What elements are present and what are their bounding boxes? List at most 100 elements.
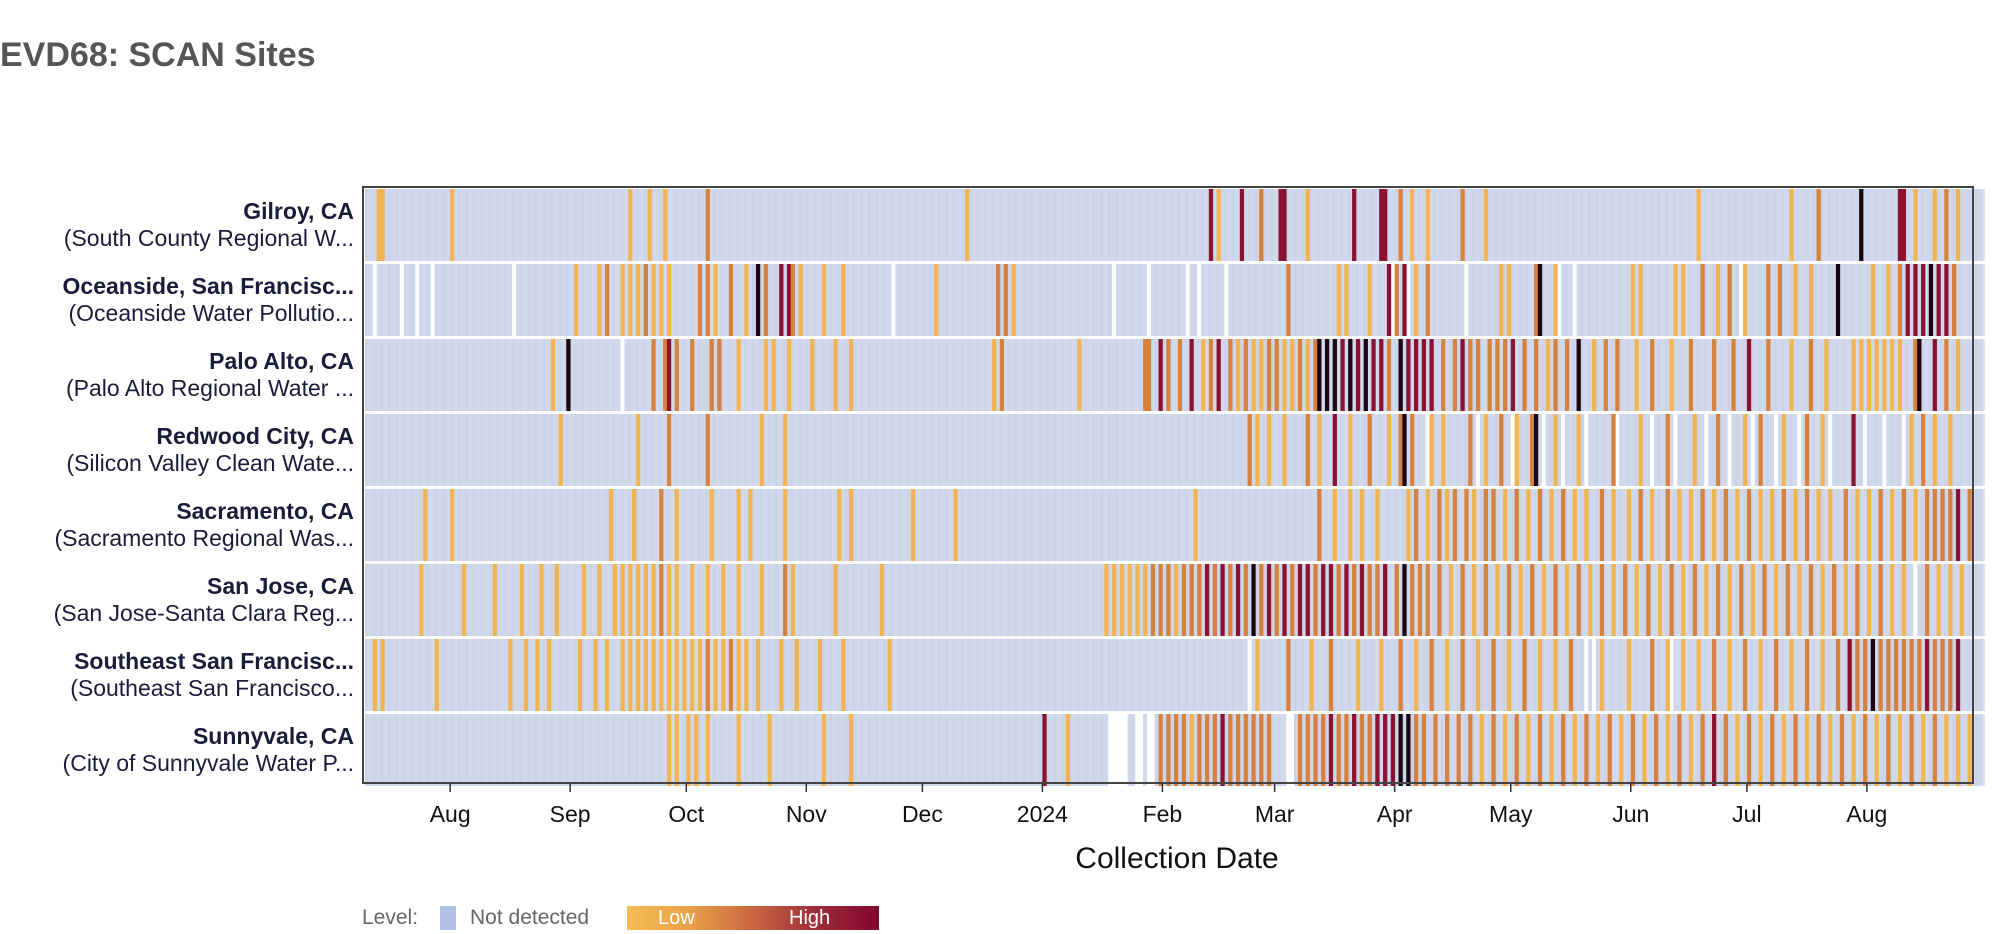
sample-stripe bbox=[1820, 714, 1823, 786]
detection-cell bbox=[1917, 339, 1922, 411]
sample-stripe bbox=[1139, 489, 1142, 561]
sample-stripe bbox=[798, 414, 801, 486]
sample-stripe bbox=[821, 639, 824, 711]
sample-stripe bbox=[612, 714, 615, 786]
sample-stripe bbox=[1177, 639, 1180, 711]
sample-stripe bbox=[1433, 489, 1436, 561]
detection-cell bbox=[1212, 564, 1217, 636]
sample-stripe bbox=[1379, 489, 1382, 561]
sample-stripe bbox=[550, 189, 553, 261]
detection-cell bbox=[1228, 714, 1233, 786]
sample-stripe bbox=[1526, 414, 1529, 486]
sample-stripe bbox=[1139, 564, 1142, 636]
sample-stripe bbox=[682, 564, 685, 636]
detection-cell bbox=[1808, 339, 1814, 411]
sample-stripe bbox=[512, 414, 515, 486]
sample-stripe bbox=[543, 189, 546, 261]
sample-stripe bbox=[837, 714, 840, 786]
sample-stripe bbox=[1688, 414, 1691, 486]
detection-cell bbox=[1793, 714, 1798, 786]
sample-stripe bbox=[1719, 564, 1722, 636]
detection-cell bbox=[1429, 414, 1434, 486]
sample-stripe bbox=[566, 639, 569, 711]
sample-stripe bbox=[1433, 264, 1436, 336]
sample-stripe bbox=[984, 414, 987, 486]
sample-stripe bbox=[1890, 189, 1893, 261]
sample-stripe bbox=[914, 639, 917, 711]
detection-cell bbox=[1886, 639, 1891, 711]
detection-cell bbox=[1712, 714, 1717, 786]
sample-stripe bbox=[1936, 414, 1939, 486]
sample-stripe bbox=[860, 189, 863, 261]
detection-cell bbox=[1413, 264, 1419, 336]
sample-stripe bbox=[372, 489, 375, 561]
sample-stripe bbox=[1131, 489, 1134, 561]
detection-cell bbox=[1235, 339, 1241, 411]
sample-stripe bbox=[388, 489, 391, 561]
sample-stripe bbox=[1835, 564, 1839, 636]
detection-cell bbox=[1379, 339, 1384, 411]
sample-stripe bbox=[1023, 264, 1026, 336]
sample-stripe bbox=[504, 489, 507, 561]
sample-stripe bbox=[411, 714, 414, 786]
sample-stripe bbox=[1084, 339, 1088, 411]
sample-stripe bbox=[550, 264, 553, 336]
sample-stripe bbox=[1797, 714, 1800, 786]
sample-stripe bbox=[1487, 714, 1490, 786]
detection-cell bbox=[1901, 489, 1906, 561]
sample-stripe bbox=[1015, 189, 1018, 261]
sample-stripe bbox=[1131, 189, 1134, 261]
detection-cell bbox=[1425, 564, 1430, 636]
sample-stripe bbox=[550, 714, 553, 786]
sample-stripe bbox=[1363, 414, 1366, 486]
sample-stripe bbox=[1557, 564, 1560, 636]
detection-cell bbox=[1688, 714, 1694, 786]
sample-stripe bbox=[442, 714, 445, 786]
sample-stripe bbox=[450, 564, 453, 636]
sample-stripe bbox=[589, 564, 592, 636]
sample-stripe bbox=[1921, 189, 1924, 261]
sample-stripe bbox=[411, 339, 414, 411]
sample-stripe bbox=[1185, 339, 1188, 411]
detection-cell bbox=[1413, 714, 1419, 786]
sample-stripe bbox=[1061, 489, 1064, 561]
sample-stripe bbox=[1835, 714, 1839, 786]
sample-stripe bbox=[968, 564, 971, 636]
sample-stripe bbox=[589, 639, 592, 711]
detection-cell bbox=[1696, 189, 1701, 261]
sample-stripe bbox=[1232, 564, 1235, 636]
sample-stripe bbox=[1139, 264, 1142, 336]
sample-stripe bbox=[535, 264, 538, 336]
sample-stripe bbox=[767, 639, 770, 711]
detection-cell bbox=[1228, 339, 1233, 411]
detection-cell bbox=[1503, 714, 1508, 786]
detection-cell bbox=[643, 264, 648, 336]
detection-cell bbox=[763, 339, 768, 411]
detection-cell bbox=[1669, 564, 1674, 636]
sample-stripe bbox=[1448, 264, 1451, 336]
detection-cell bbox=[1402, 414, 1407, 486]
sample-stripe bbox=[875, 264, 879, 336]
sample-stripe bbox=[442, 264, 445, 336]
sample-stripe bbox=[1077, 189, 1080, 261]
detection-cell bbox=[1212, 714, 1217, 786]
detection-cell bbox=[1441, 339, 1446, 411]
detection-cell bbox=[1003, 264, 1008, 336]
sample-stripe bbox=[574, 639, 577, 711]
detection-cell bbox=[577, 639, 583, 711]
detection-cell bbox=[1475, 339, 1481, 411]
sample-stripe bbox=[1355, 264, 1359, 336]
sample-stripe bbox=[1657, 714, 1660, 786]
sample-stripe bbox=[1309, 264, 1312, 336]
sample-stripe bbox=[1007, 639, 1010, 711]
sample-stripe bbox=[1921, 339, 1924, 411]
sample-stripe bbox=[937, 414, 941, 486]
sample-stripe bbox=[1278, 264, 1281, 336]
sample-stripe bbox=[1030, 414, 1033, 486]
sample-stripe bbox=[488, 189, 491, 261]
sample-stripe bbox=[1278, 414, 1281, 486]
sample-stripe bbox=[992, 714, 995, 786]
sample-stripe bbox=[937, 339, 941, 411]
sample-stripe bbox=[937, 189, 941, 261]
sample-stripe bbox=[1557, 189, 1560, 261]
